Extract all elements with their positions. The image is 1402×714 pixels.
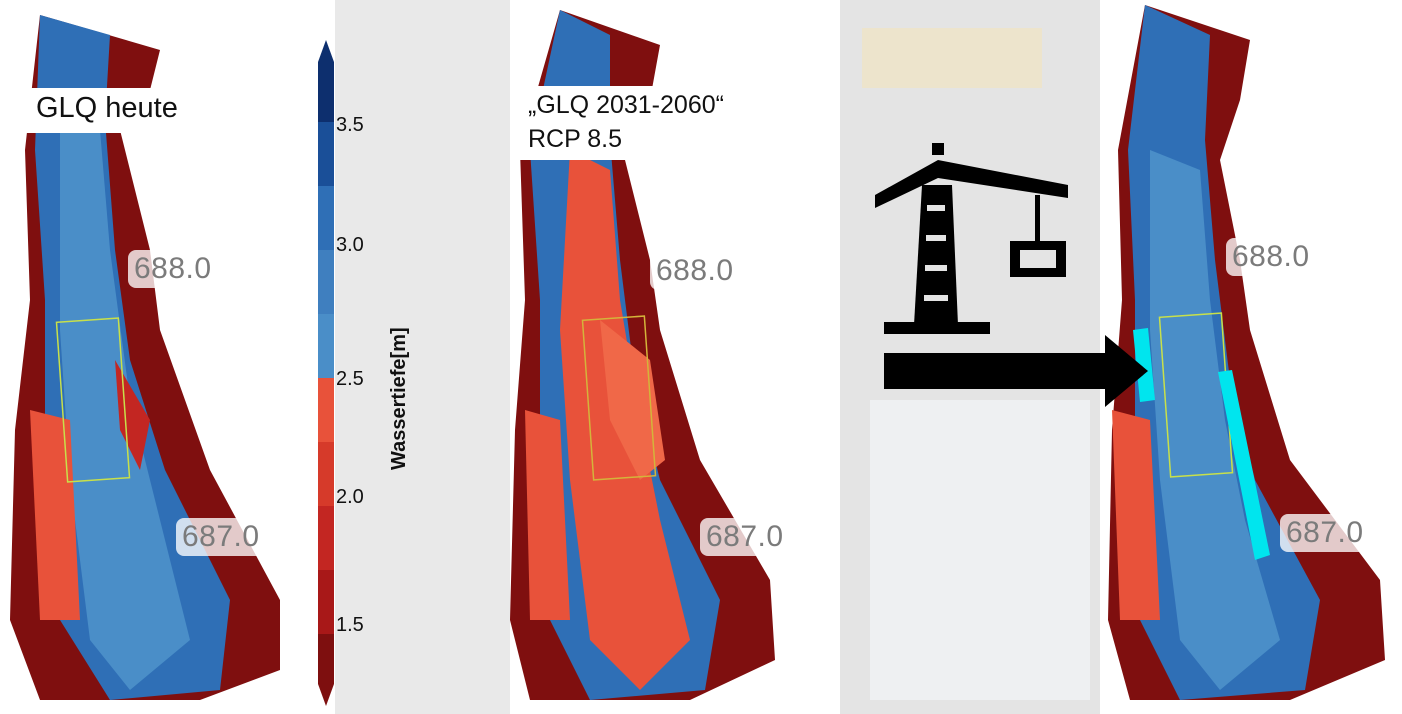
km-label-687-panel2: 687.0 <box>700 518 790 556</box>
background-excavator <box>862 28 1042 88</box>
km-label-688-panel3: 688.0 <box>1226 238 1316 276</box>
panel2-title-line1: „GLQ 2031-2060“ <box>528 91 724 119</box>
right-arrow-icon <box>884 335 1148 407</box>
map-panel-measure <box>1108 5 1385 700</box>
cyan-highlight-right <box>1218 370 1270 560</box>
background-snow <box>870 400 1090 700</box>
cyan-highlight-left <box>1133 328 1155 402</box>
colorbar-tick: 2.5 <box>336 368 364 390</box>
km-label-688-panel1: 688.0 <box>128 250 218 288</box>
km-label-688-panel2: 688.0 <box>650 252 740 290</box>
km-label-687-panel1: 687.0 <box>176 518 266 556</box>
colorbar-tick: 3.0 <box>336 234 364 256</box>
colorbar-tick: 1.5 <box>336 614 364 636</box>
panel2-title: „GLQ 2031-2060“ RCP 8.5 <box>512 86 764 160</box>
colorbar <box>318 40 334 706</box>
colorbar-label: Wassertiefe[m] <box>388 327 410 470</box>
panel1-title: GLQ heute <box>18 88 200 133</box>
colorbar-tick: 3.5 <box>336 114 364 136</box>
background-photo-left <box>335 0 510 714</box>
km-label-687-panel3: 687.0 <box>1280 514 1370 552</box>
crane-icon <box>875 143 1068 334</box>
colorbar-tick: 2.0 <box>336 486 364 508</box>
panel2-title-line2: RCP 8.5 <box>528 125 623 153</box>
